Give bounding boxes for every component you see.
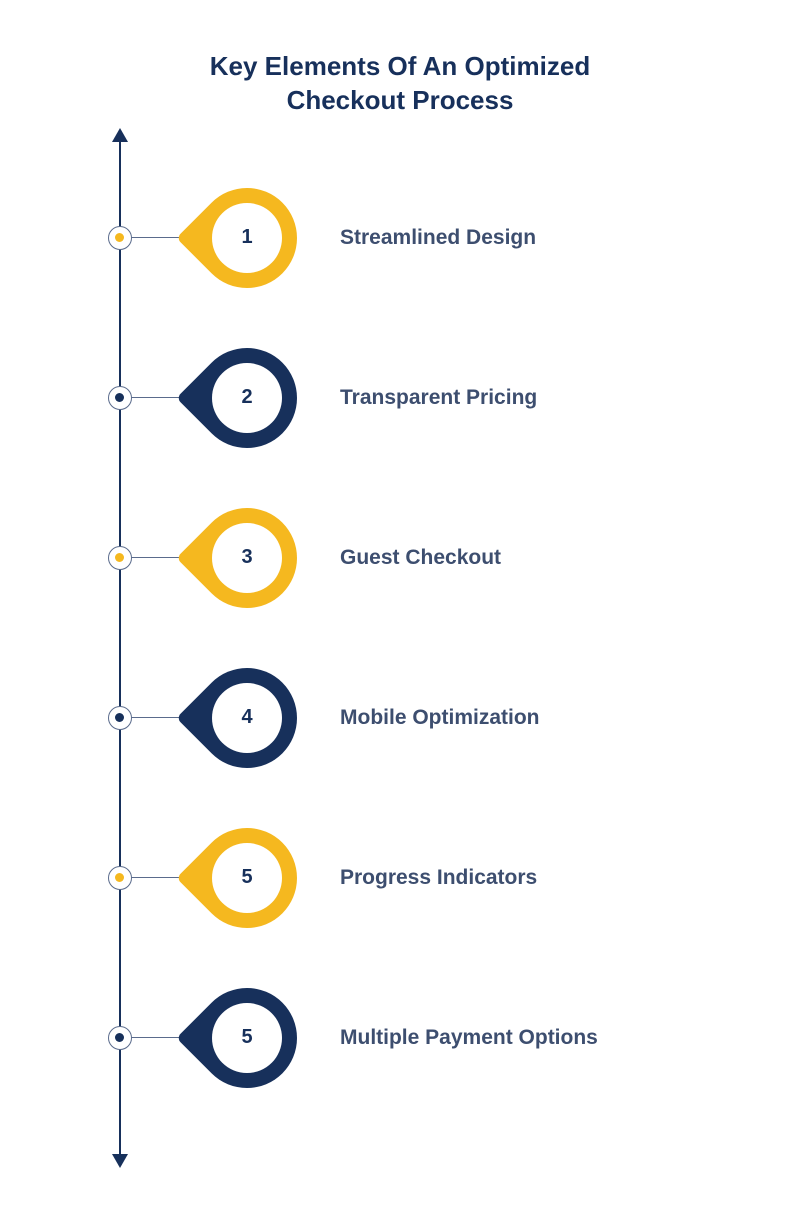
timeline-node xyxy=(108,226,132,250)
timeline-item: 5 Progress Indicators xyxy=(0,828,800,928)
step-label: Streamlined Design xyxy=(340,226,536,250)
timeline-canvas: 1 Streamlined Design 2 Transparent Pricing 3… xyxy=(0,128,800,1178)
timeline-node xyxy=(108,706,132,730)
step-number: 1 xyxy=(212,203,282,273)
title-line-1: Key Elements Of An Optimized xyxy=(210,51,590,81)
timeline-node xyxy=(108,546,132,570)
timeline-item: 1 Streamlined Design xyxy=(0,188,800,288)
timeline-node-dot xyxy=(115,553,124,562)
timeline-node xyxy=(108,1026,132,1050)
timeline-node-dot xyxy=(115,233,124,242)
step-label: Multiple Payment Options xyxy=(340,1026,598,1050)
timeline-item: 5 Multiple Payment Options xyxy=(0,988,800,1088)
timeline-node-dot xyxy=(115,1033,124,1042)
arrow-down-icon xyxy=(112,1154,128,1168)
page-title: Key Elements Of An Optimized Checkout Pr… xyxy=(0,0,800,128)
step-number: 5 xyxy=(212,1003,282,1073)
timeline-node xyxy=(108,386,132,410)
step-number: 4 xyxy=(212,683,282,753)
title-line-2: Checkout Process xyxy=(287,85,514,115)
step-label: Mobile Optimization xyxy=(340,706,540,730)
step-label: Transparent Pricing xyxy=(340,386,537,410)
timeline-node-dot xyxy=(115,713,124,722)
step-number: 2 xyxy=(212,363,282,433)
step-label: Progress Indicators xyxy=(340,866,537,890)
timeline-node xyxy=(108,866,132,890)
step-label: Guest Checkout xyxy=(340,546,501,570)
timeline-node-dot xyxy=(115,393,124,402)
timeline-item: 3 Guest Checkout xyxy=(0,508,800,608)
step-number: 5 xyxy=(212,843,282,913)
step-number: 3 xyxy=(212,523,282,593)
timeline-item: 4 Mobile Optimization xyxy=(0,668,800,768)
timeline-item: 2 Transparent Pricing xyxy=(0,348,800,448)
timeline-node-dot xyxy=(115,873,124,882)
